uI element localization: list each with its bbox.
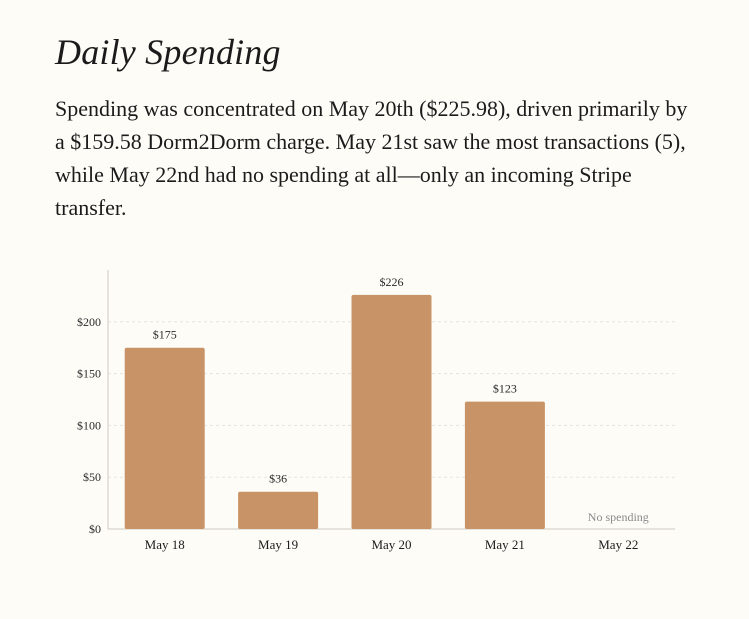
bars (124, 294, 545, 529)
labels: $175 May 18 $36 May 19 $226 May 20 $123 May 21 N… (145, 275, 649, 552)
x-tick-label: May 19 (258, 537, 298, 552)
gridlines (108, 321, 675, 478)
x-tick-label: May 20 (371, 537, 411, 552)
y-tick-label: $0 (89, 522, 101, 536)
data-label: $226 (380, 275, 404, 289)
data-label: $123 (493, 382, 517, 396)
x-tick-label: May 22 (598, 537, 638, 552)
summary-text: Spending was concentrated on May 20th ($… (55, 96, 688, 220)
bar (124, 347, 205, 529)
bar (238, 491, 319, 529)
x-tick-label: May 21 (485, 537, 525, 552)
content: Daily Spending Spending was concentrated… (55, 28, 705, 224)
x-tick-label: May 18 (145, 537, 185, 552)
page-title: Daily Spending (55, 32, 281, 72)
no-spending-label: No spending (588, 510, 649, 524)
bar (464, 401, 545, 529)
data-label: $36 (269, 472, 287, 486)
y-tick-label: $50 (83, 470, 101, 484)
axes: $0 $50 $100 $150 $200 (77, 270, 675, 536)
y-tick-label: $200 (77, 315, 101, 329)
y-tick-label: $100 (77, 418, 101, 432)
bar (351, 294, 432, 529)
y-tick-label: $150 (77, 367, 101, 381)
data-label: $175 (153, 328, 177, 342)
